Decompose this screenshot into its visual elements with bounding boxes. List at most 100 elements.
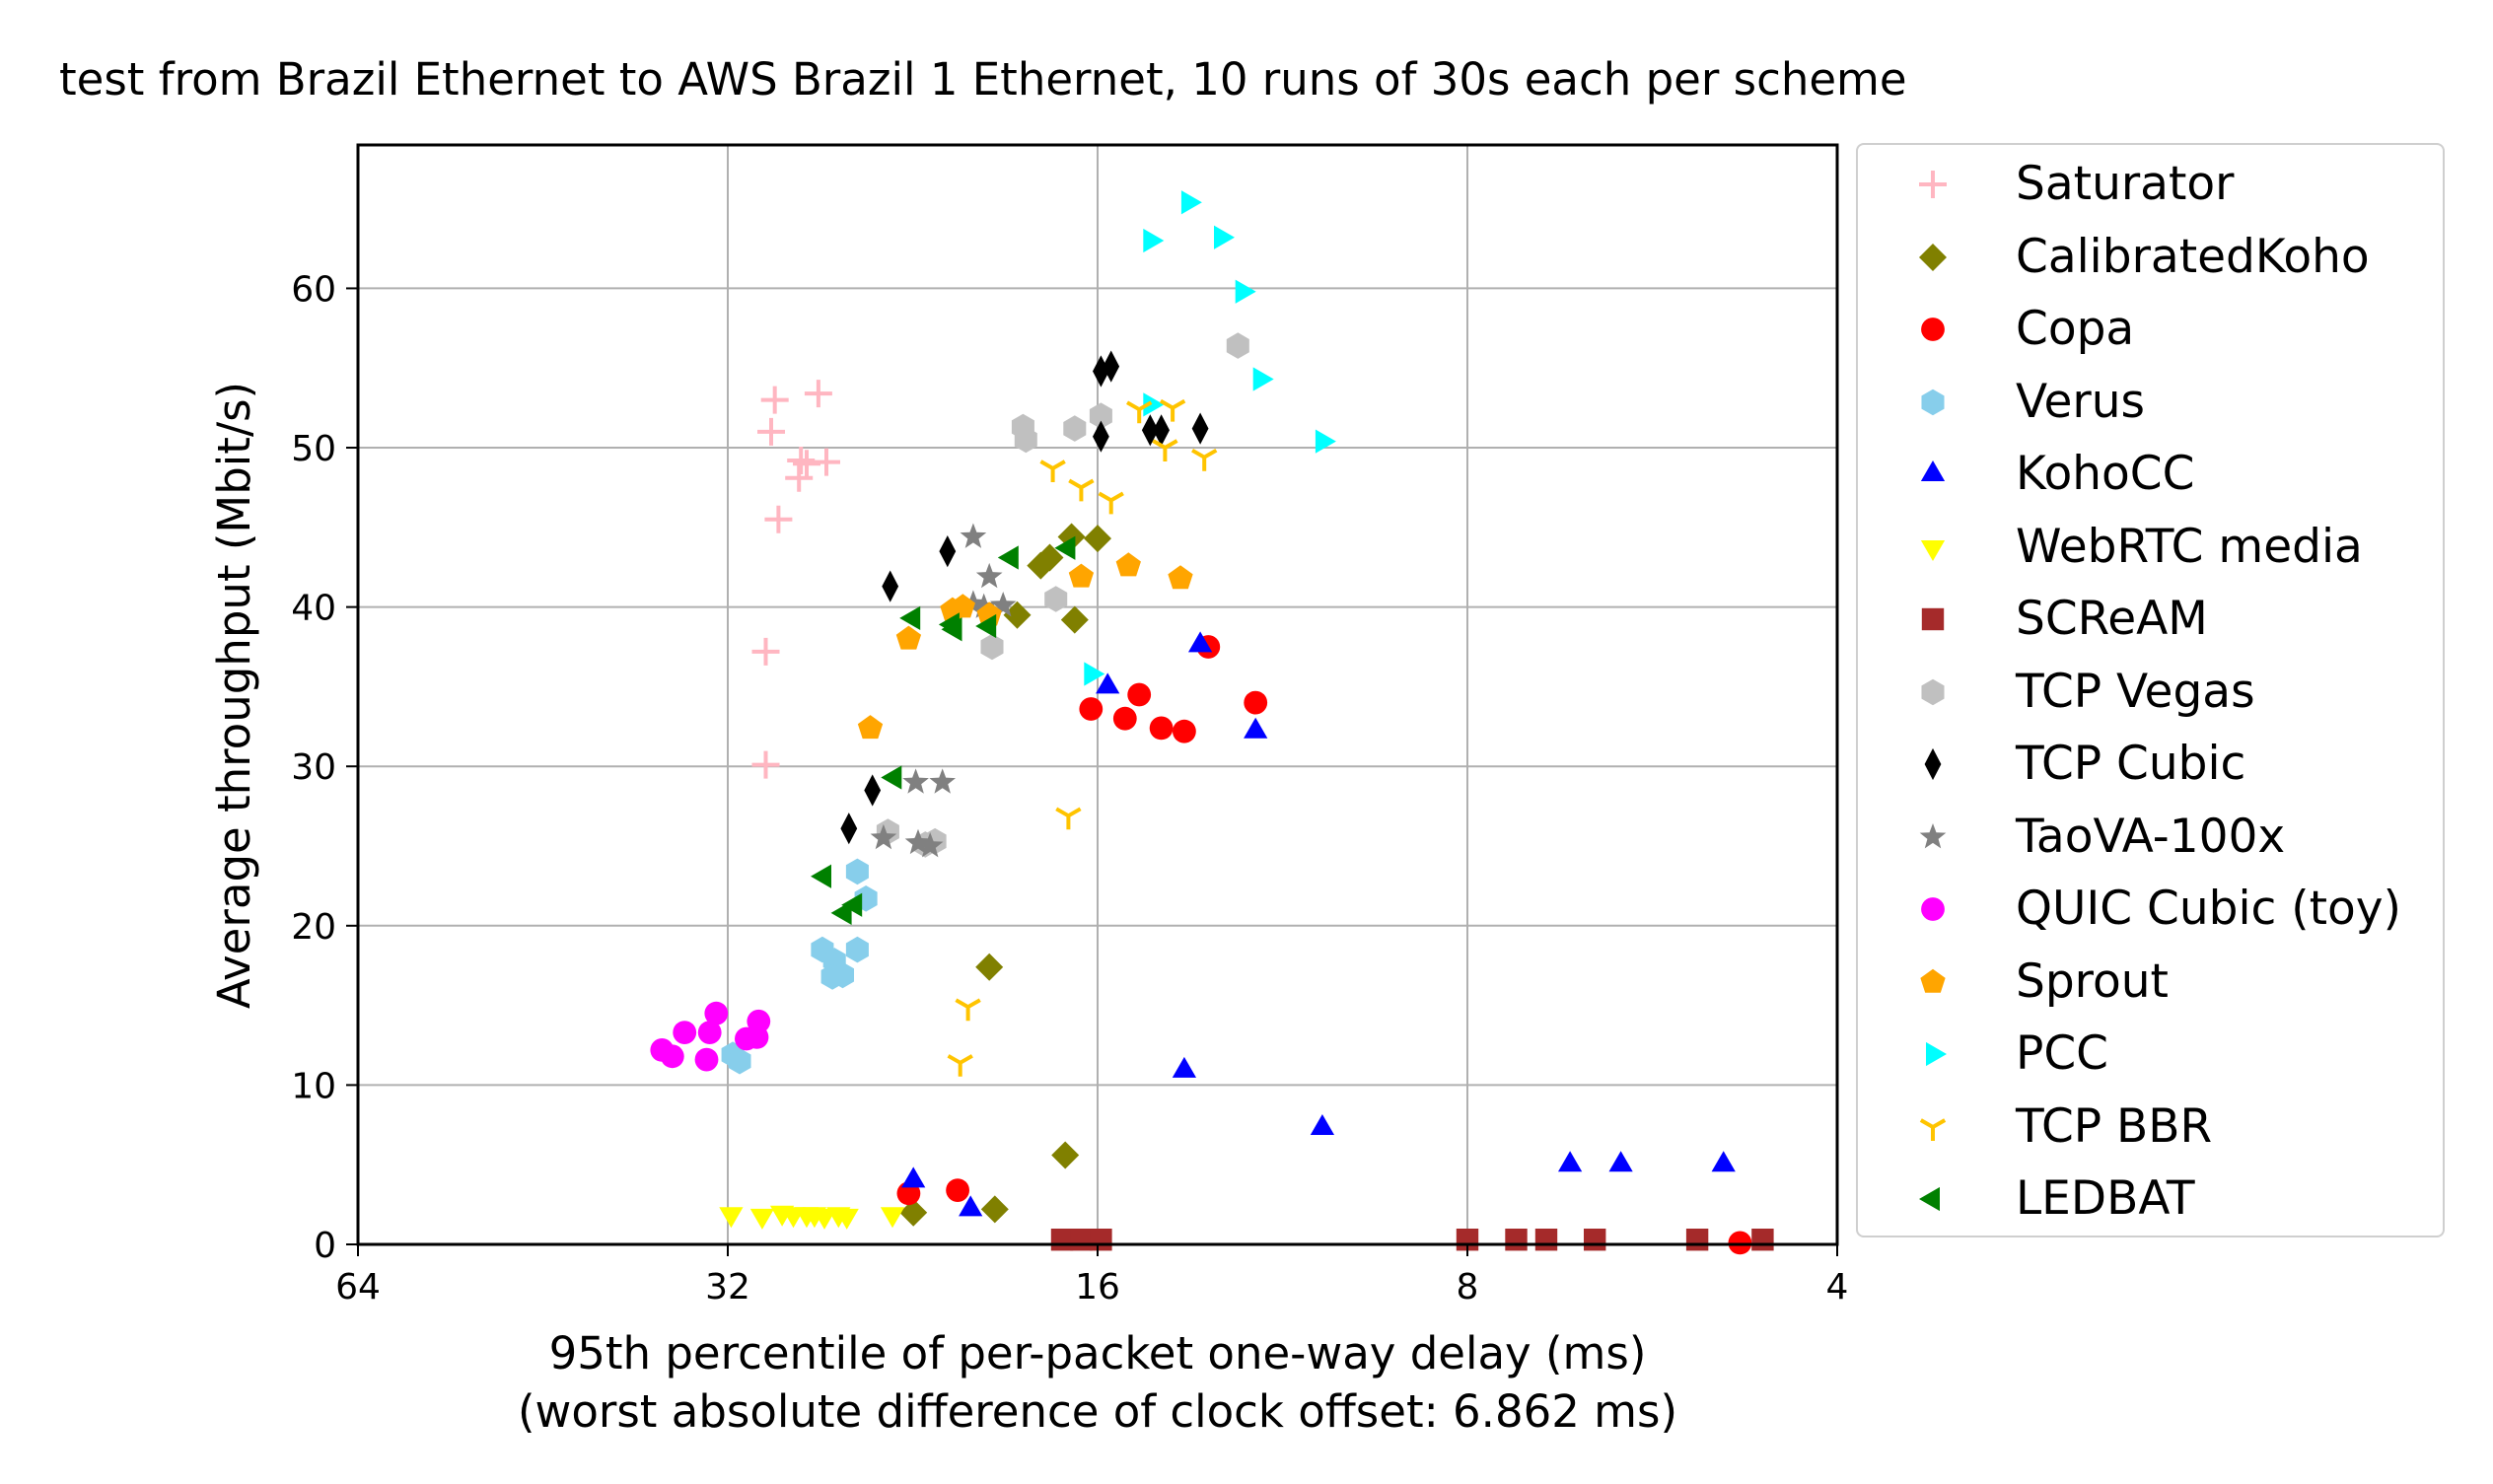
data-point [1143, 228, 1165, 253]
data-point [989, 592, 1017, 617]
legend-item: Verus [1858, 373, 2443, 432]
data-point [1051, 1141, 1080, 1169]
legend-marker-icon [1919, 1117, 1947, 1141]
series-quic-cubic-toy- [650, 1001, 771, 1072]
legend-marker-icon [1920, 968, 1946, 993]
legend-item: WebRTC media [1858, 518, 2443, 577]
data-point [1143, 392, 1165, 417]
legend-marker [1921, 897, 1945, 921]
data-point [1252, 367, 1274, 391]
y-tick-label: 10 [291, 1066, 336, 1106]
data-point [895, 625, 922, 650]
data-point [975, 562, 1003, 589]
data-point [704, 1001, 729, 1025]
data-point [1315, 429, 1336, 454]
y-ticks: 0 10 20 30 40 50 60 [291, 269, 358, 1266]
x-axis-label-note: (worst absolute difference of clock offs… [518, 1385, 1677, 1438]
data-point [997, 545, 1019, 570]
data-point [757, 417, 785, 446]
chart-title: test from Brazil Ethernet to AWS Brazil … [59, 53, 1907, 106]
data-point [946, 1178, 969, 1202]
legend-marker [1919, 822, 1947, 848]
y-tick-label: 40 [291, 589, 336, 629]
data-point [1079, 697, 1104, 721]
data-point [1054, 535, 1076, 560]
data-point [1168, 565, 1193, 590]
legend-item: TCP BBR [1858, 1097, 2443, 1157]
legend-item: Saturator [1858, 155, 2443, 214]
data-point [764, 505, 793, 533]
legend-marker-icon [1920, 460, 1946, 481]
data-point [1159, 398, 1186, 422]
y-tick-label: 50 [291, 429, 336, 469]
legend-marker [1920, 968, 1946, 993]
data-point [857, 715, 884, 740]
legend-marker-icon [1919, 171, 1947, 198]
data-point [1103, 350, 1120, 383]
data-point [697, 1021, 722, 1044]
data-point [1711, 1151, 1736, 1172]
series-copa [896, 635, 1752, 1255]
y-tick-label: 60 [291, 269, 336, 310]
legend-item: CalibratedKoho [1858, 228, 2443, 287]
data-point [904, 828, 932, 855]
data-point [1214, 225, 1235, 249]
data-point [1235, 279, 1256, 304]
x-tick-label: 4 [1826, 1267, 1849, 1307]
legend-item: Copa [1858, 300, 2443, 359]
data-point [1226, 332, 1249, 359]
legend-label: KohoCC [2016, 447, 2195, 501]
data-point [728, 1047, 751, 1075]
data-point [812, 1208, 837, 1230]
data-point [1608, 1151, 1633, 1172]
legend-marker [1919, 1117, 1947, 1141]
data-point [1173, 719, 1196, 743]
data-point [1172, 1056, 1197, 1078]
series-taova-100x [870, 523, 1017, 858]
series-calibratedkoho [899, 523, 1111, 1227]
data-point [1191, 448, 1218, 471]
data-point [955, 998, 981, 1022]
data-point [1014, 426, 1037, 454]
data-point [1112, 706, 1137, 731]
data-point [864, 774, 882, 807]
series-sprout [857, 552, 1193, 740]
data-point [975, 613, 997, 639]
legend-marker-icon [1921, 389, 1945, 415]
legend-marker-icon [1921, 318, 1945, 341]
data-point [959, 1195, 983, 1217]
data-point [840, 813, 858, 845]
data-point [845, 858, 869, 885]
data-point [1089, 402, 1112, 429]
data-point [1751, 1229, 1774, 1251]
legend-marker-icon [1919, 243, 1947, 271]
data-point [1068, 563, 1095, 588]
legend-item: TCP Vegas [1858, 663, 2443, 722]
legend-item: QUIC Cubic (toy) [1858, 880, 2443, 939]
legend: Saturator CalibratedKoho Copa Verus KohoCC We… [1856, 143, 2445, 1237]
data-point [1063, 415, 1087, 442]
data-point [1505, 1229, 1528, 1251]
legend-item: KohoCC [1858, 445, 2443, 504]
legend-item: Sprout [1858, 953, 2443, 1012]
data-point [804, 380, 832, 408]
data-point [1557, 1151, 1583, 1172]
data-point [1115, 552, 1141, 577]
legend-label: WebRTC media [2016, 519, 2363, 574]
data-point [1093, 355, 1109, 388]
data-point [1187, 631, 1213, 653]
legend-marker [1921, 678, 1945, 705]
data-point [947, 1054, 973, 1077]
data-point [830, 961, 855, 989]
legend-marker-icon [1921, 607, 1945, 631]
legend-marker-icon [1919, 822, 1947, 848]
data-point [970, 593, 998, 618]
data-point [811, 864, 831, 888]
legend-marker [1924, 747, 1942, 781]
legend-marker-icon [1926, 1041, 1947, 1067]
legend-marker-icon [1919, 1186, 1940, 1212]
series-pcc [1084, 190, 1336, 686]
data-point [1534, 1229, 1558, 1251]
legend-label: SCReAM [2016, 592, 2208, 646]
x-tick-label: 32 [705, 1267, 750, 1307]
